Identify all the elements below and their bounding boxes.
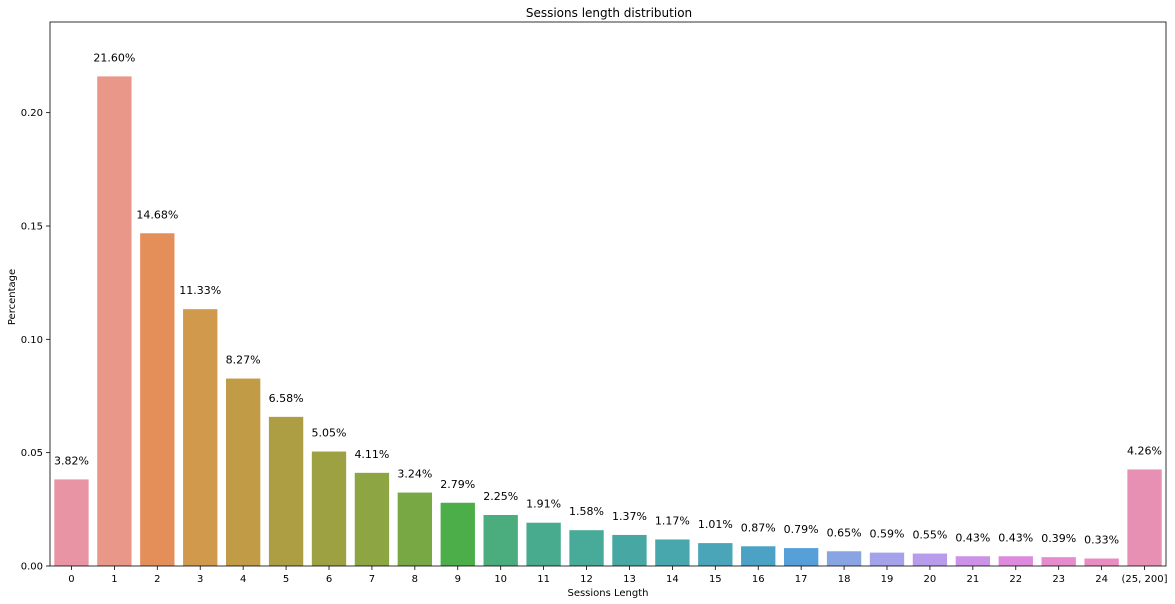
x-tick-label: 10 [494, 574, 507, 585]
bar [912, 553, 948, 566]
data-label: 3.24% [397, 468, 432, 481]
bar [140, 233, 175, 566]
bar [268, 416, 304, 566]
bar [1084, 558, 1119, 566]
data-labels-group: 3.82% 21.60% 14.68% 11.33% 8.27% 6.58% 5.05% 4.… [54, 51, 1162, 546]
bar [97, 76, 132, 567]
data-label: 14.68% [136, 208, 178, 221]
x-tick-label: 9 [455, 574, 461, 585]
bar [998, 556, 1033, 566]
data-label: 0.55% [912, 529, 947, 542]
x-axis-label: Sessions Length [567, 588, 648, 599]
x-tick-label: 16 [752, 574, 765, 585]
data-label: 1.17% [655, 514, 690, 527]
data-label: 8.27% [226, 354, 261, 367]
x-tick-label: 24 [1095, 574, 1108, 585]
data-label: 1.91% [526, 498, 561, 511]
data-label: 1.01% [698, 518, 733, 531]
x-ticks-group: 0 1 2 3 4 5 6 7 8 9 10 11 12 13 14 15 16 17 18 19 20 21 22 23 24… [68, 566, 1168, 585]
bar [225, 378, 261, 566]
bar [1041, 557, 1076, 566]
x-tick-label: 6 [326, 574, 332, 585]
x-tick-label: 14 [666, 574, 679, 585]
x-tick-label: 15 [709, 574, 722, 585]
y-tick-label: 0.10 [21, 335, 43, 346]
x-tick-label: 11 [537, 574, 550, 585]
x-tick-label: (25, 200] [1122, 574, 1168, 585]
data-label: 2.25% [483, 490, 518, 503]
data-label: 1.37% [612, 510, 647, 523]
x-tick-label: 7 [369, 574, 375, 585]
y-tick-label: 0.20 [21, 108, 43, 119]
bar [826, 551, 862, 566]
data-label: 0.87% [741, 521, 776, 534]
bar [440, 502, 475, 566]
x-tick-label: 0 [68, 574, 74, 585]
y-tick-label: 0.05 [21, 448, 43, 459]
data-label: 2.79% [440, 478, 475, 491]
data-label: 11.33% [179, 284, 221, 297]
bar [655, 539, 690, 566]
y-tick-label: 0.15 [21, 222, 43, 233]
bar [483, 515, 518, 566]
bar [1127, 469, 1162, 566]
bar [54, 479, 89, 566]
x-tick-label: 22 [1009, 574, 1022, 585]
data-label: 0.79% [784, 523, 819, 536]
data-label: 0.43% [998, 531, 1033, 544]
bar [612, 534, 647, 566]
y-axis-label: Percentage [7, 269, 18, 325]
x-tick-label: 1 [111, 574, 117, 585]
bar [783, 548, 819, 566]
chart-title: Sessions length distribution [526, 6, 692, 20]
bars-group [54, 76, 1162, 567]
data-label: 0.33% [1084, 534, 1119, 547]
bar [869, 552, 905, 566]
y-tick-label: 0.00 [21, 562, 43, 573]
data-label: 6.58% [269, 392, 304, 405]
bar [955, 556, 991, 566]
x-tick-label: 13 [623, 574, 636, 585]
x-tick-label: 17 [795, 574, 808, 585]
data-label: 4.26% [1127, 444, 1162, 457]
x-tick-label: 8 [412, 574, 418, 585]
x-tick-label: 23 [1052, 574, 1065, 585]
data-label: 0.43% [955, 531, 990, 544]
bar [311, 451, 347, 566]
x-tick-label: 5 [283, 574, 289, 585]
x-tick-label: 20 [924, 574, 937, 585]
data-label: 3.82% [54, 454, 89, 467]
x-tick-label: 21 [966, 574, 979, 585]
plot-frame [49, 21, 1167, 567]
x-tick-label: 19 [881, 574, 894, 585]
x-tick-label: 3 [197, 574, 203, 585]
bar [354, 472, 390, 566]
bar [569, 530, 604, 566]
x-tick-label: 12 [580, 574, 593, 585]
bar [698, 543, 733, 566]
data-label: 21.60% [93, 51, 135, 64]
x-tick-label: 4 [240, 574, 246, 585]
data-label: 0.39% [1041, 532, 1076, 545]
bar [183, 309, 218, 566]
data-label: 5.05% [312, 427, 347, 440]
x-tick-label: 2 [154, 574, 160, 585]
data-label: 0.65% [827, 526, 862, 539]
y-ticks-group: 0.00 0.05 0.10 0.15 0.20 [21, 108, 50, 573]
data-label: 4.11% [354, 448, 389, 461]
bar [526, 522, 561, 566]
x-tick-label: 18 [838, 574, 851, 585]
bar [397, 492, 433, 566]
data-label: 0.59% [870, 528, 905, 541]
data-label: 1.58% [569, 505, 604, 518]
bar [741, 546, 776, 566]
